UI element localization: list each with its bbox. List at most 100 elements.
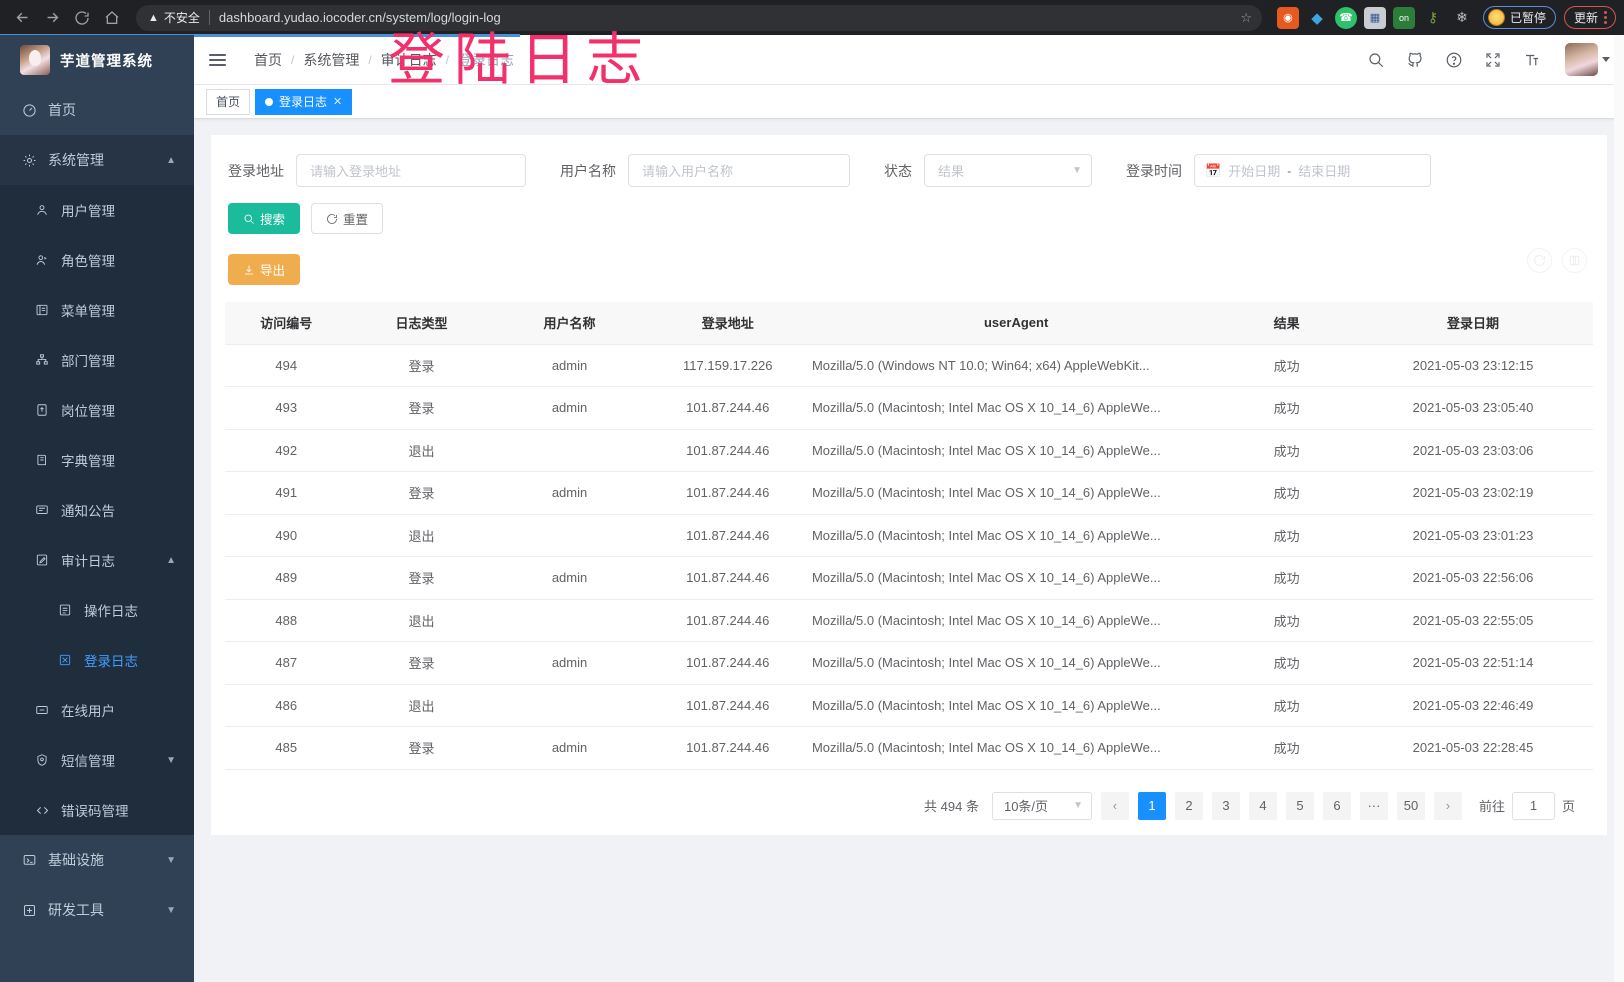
page-button-6[interactable]: 6 [1322, 791, 1351, 820]
cell-result: 成功 [1220, 641, 1354, 685]
page-button-3[interactable]: 3 [1211, 791, 1240, 820]
page-ellipsis[interactable]: ··· [1359, 791, 1388, 820]
notes-extension-icon[interactable]: ▦ [1363, 6, 1386, 29]
table-row[interactable]: 485 登录 admin 101.87.244.46 Mozilla/5.0 (Maci… [225, 726, 1593, 770]
field-login-address: 登录地址 请输入登录地址 [228, 154, 526, 187]
page-button-4[interactable]: 4 [1248, 791, 1277, 820]
cell-result: 成功 [1220, 344, 1354, 387]
prev-page-button[interactable]: ‹ [1100, 791, 1129, 820]
table-row[interactable]: 490 退出 101.87.244.46 Mozilla/5.0 (Macintosh… [225, 514, 1593, 557]
update-button[interactable]: 更新 [1563, 6, 1616, 29]
page-button-last[interactable]: 50 [1396, 791, 1425, 820]
fullscreen-icon[interactable] [1483, 50, 1503, 70]
forward-arrow-icon[interactable] [38, 4, 66, 32]
chevron-down-icon: ▼ [166, 854, 176, 866]
megaphone-icon [33, 503, 51, 517]
page-size-select[interactable]: 10条/页 ▼ [991, 791, 1092, 820]
home-icon[interactable] [98, 4, 126, 32]
brand[interactable]: 芋道管理系统 [0, 35, 194, 85]
breadcrumb-item-home[interactable]: 首页 [254, 51, 282, 68]
paused-status-chip[interactable]: 已暂停 [1482, 6, 1556, 29]
table-row[interactable]: 487 登录 admin 101.87.244.46 Mozilla/5.0 (Maci… [225, 641, 1593, 685]
sidebar-item-menu-mgmt[interactable]: 菜单管理 [0, 285, 194, 335]
chevron-down-icon: ▼ [166, 904, 176, 916]
next-page-button[interactable]: › [1433, 791, 1462, 820]
breadcrumb-item-system[interactable]: 系统管理 [303, 51, 360, 68]
puzzle-extension-icon[interactable]: ❄ [1456, 9, 1468, 25]
breadcrumb-item-audit[interactable]: 审计日志 [380, 51, 437, 68]
jump-prefix-label: 前往 [1478, 799, 1505, 814]
sidebar-item-dept-mgmt[interactable]: 部门管理 [0, 335, 194, 385]
sidebar-item-label: 用户管理 [61, 204, 115, 219]
export-button[interactable]: 导出 [228, 254, 301, 285]
help-circle-icon[interactable] [1444, 50, 1464, 70]
status-select[interactable]: 结果 ▼ [924, 154, 1092, 187]
sidebar-item-operation-log[interactable]: 操作日志 [0, 585, 194, 635]
page-button-5[interactable]: 5 [1285, 791, 1314, 820]
sidebar-item-error-code[interactable]: 错误码管理 [0, 785, 194, 835]
close-icon[interactable]: ✕ [333, 96, 343, 108]
sidebar-item-role-mgmt[interactable]: 角色管理 [0, 235, 194, 285]
sidebar-item-user-mgmt[interactable]: 用户管理 [0, 185, 194, 235]
cell-username [495, 684, 644, 727]
reset-button[interactable]: 重置 [311, 203, 384, 234]
table-row[interactable]: 486 退出 101.87.244.46 Mozilla/5.0 (Macintosh… [225, 684, 1593, 727]
search-button[interactable]: 搜索 [228, 203, 301, 234]
sidebar-item-online-user[interactable]: 在线用户 [0, 685, 194, 735]
tag-login-log[interactable]: 登录日志 ✕ [255, 88, 353, 115]
page-button-1[interactable]: 1 [1137, 791, 1166, 820]
address-bar[interactable]: ▲ 不安全 dashboard.yudao.iocoder.cn/system/… [136, 4, 1262, 31]
refresh-circle-icon[interactable] [1527, 248, 1552, 273]
sidebar-item-devtools[interactable]: 研发工具 ▼ [0, 885, 194, 935]
cell-username [495, 429, 644, 472]
table-row[interactable]: 492 退出 101.87.244.46 Mozilla/5.0 (Macintosh… [225, 429, 1593, 472]
sidebar-item-post-mgmt[interactable]: 岗位管理 [0, 385, 194, 435]
page-size-value: 10条/页 [1003, 799, 1049, 814]
sidebar-item-notice[interactable]: 通知公告 [0, 485, 194, 535]
search-icon[interactable] [1366, 50, 1386, 70]
code-icon [33, 803, 51, 818]
page-scrollbar[interactable] [1614, 35, 1624, 982]
hamburger-icon[interactable] [206, 50, 232, 70]
sidebar-item-sms-mgmt[interactable]: 短信管理 ▼ [0, 735, 194, 785]
sidebar-item-audit-log[interactable]: 审计日志 ▲ [0, 535, 194, 585]
github-icon[interactable] [1405, 50, 1425, 70]
username-input[interactable]: 请输入用户名称 [628, 154, 850, 187]
reload-icon[interactable] [68, 4, 96, 32]
kebab-menu-icon[interactable] [1601, 11, 1610, 24]
sidebar-item-system[interactable]: 系统管理 ▲ [0, 135, 194, 185]
bookmark-star-icon[interactable]: ☆ [1240, 9, 1252, 25]
tag-active-dot-icon [265, 97, 274, 106]
page-button-2[interactable]: 2 [1174, 791, 1203, 820]
table-row[interactable]: 489 登录 admin 101.87.244.46 Mozilla/5.0 (Maci… [225, 556, 1593, 600]
sidebar-item-login-log[interactable]: 登录日志 [0, 635, 194, 685]
wechat-extension-icon[interactable]: ☎ [1334, 6, 1357, 29]
diamond-extension-icon[interactable]: ◆ [1311, 9, 1323, 27]
translate-extension-icon[interactable]: on [1392, 6, 1415, 29]
tag-home[interactable]: 首页 [206, 88, 251, 115]
login-time-range[interactable]: 📅 开始日期 - 结束日期 [1194, 154, 1431, 187]
table-row[interactable]: 491 登录 admin 101.87.244.46 Mozilla/5.0 (Maci… [225, 471, 1593, 515]
sidebar-item-home[interactable]: 首页 [0, 85, 194, 135]
table-row[interactable]: 493 登录 admin 101.87.244.46 Mozilla/5.0 (Maci… [225, 386, 1593, 430]
sidebar-item-dict-mgmt[interactable]: 字典管理 [0, 435, 194, 485]
sidebar-item-infra[interactable]: 基础设施 ▼ [0, 835, 194, 885]
columns-settings-icon[interactable] [1562, 248, 1587, 273]
ublock-origin-extension-icon[interactable]: ◉ [1276, 6, 1299, 29]
login-address-input[interactable]: 请输入登录地址 [296, 154, 526, 187]
cell-log-type: 退出 [347, 429, 496, 472]
table-row[interactable]: 488 退出 101.87.244.46 Mozilla/5.0 (Macintosh… [225, 599, 1593, 642]
sidebar-item-label: 字典管理 [61, 454, 115, 469]
table-row[interactable]: 494 登录 admin 117.159.17.226 Mozilla/5.0 (Win… [225, 344, 1593, 387]
cell-login-address: 101.87.244.46 [643, 429, 812, 472]
sidebar-item-label: 菜单管理 [61, 304, 115, 319]
cell-access-id: 494 [225, 344, 348, 387]
key-extension-icon[interactable]: ⚷ [1427, 9, 1439, 25]
cell-result: 成功 [1220, 386, 1354, 430]
avatar-menu[interactable] [1565, 43, 1610, 76]
cell-login-date: 2021-05-03 23:05:40 [1353, 386, 1593, 430]
jump-page-input[interactable]: 1 [1511, 791, 1555, 820]
text-size-icon[interactable] [1522, 50, 1542, 70]
back-arrow-icon[interactable] [8, 4, 36, 32]
sidebar-item-label: 短信管理 [61, 754, 115, 769]
